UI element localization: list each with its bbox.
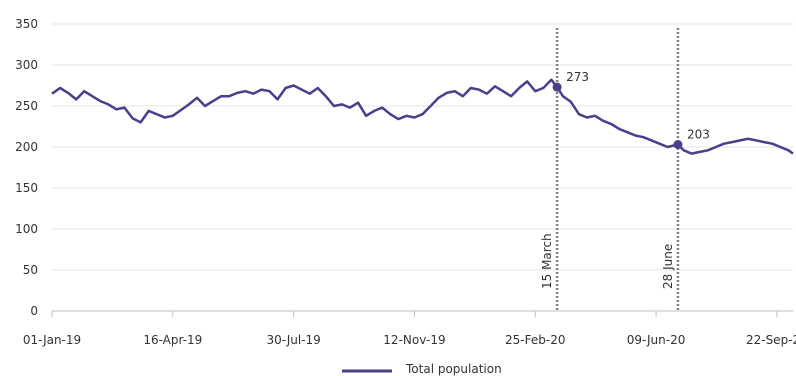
gridlines [52,23,793,271]
annotation-value: 203 [687,128,710,142]
y-tick-label: 0 [30,304,38,318]
annotation-label: 15 March [540,233,554,289]
y-tick-label: 300 [15,58,38,72]
annotation-point [552,82,562,92]
y-tick-label: 350 [15,17,38,31]
annotations: 15 March 28 June [540,28,680,311]
legend: Total population [342,362,502,376]
y-axis-ticks: 0 50 100 150 200 250 300 350 [15,17,38,318]
x-tick-label: 01-Jan-19 [23,333,81,347]
x-tick-label: 30-Jul-19 [266,333,320,347]
x-axis-ticks: 01-Jan-19 16-Apr-19 30-Jul-19 12-Nov-19 25-F… [23,311,796,347]
annotation-markers: 273 203 [552,70,710,150]
annotation-label: 28 June [661,244,675,289]
y-tick-label: 250 [15,99,38,113]
x-tick-label: 22-Sep-20 [746,333,796,347]
annotation-point [673,140,683,150]
x-tick-label: 09-Jun-20 [627,333,686,347]
y-tick-label: 50 [23,263,38,277]
y-tick-label: 200 [15,140,38,154]
annotation-value: 273 [566,70,589,84]
y-tick-label: 150 [15,181,38,195]
x-tick-label: 16-Apr-19 [143,333,202,347]
y-tick-label: 100 [15,222,38,236]
legend-label: Total population [405,362,502,376]
series-line-total-population [51,78,794,155]
x-tick-label: 25-Feb-20 [505,333,565,347]
x-tick-label: 12-Nov-19 [383,333,445,347]
